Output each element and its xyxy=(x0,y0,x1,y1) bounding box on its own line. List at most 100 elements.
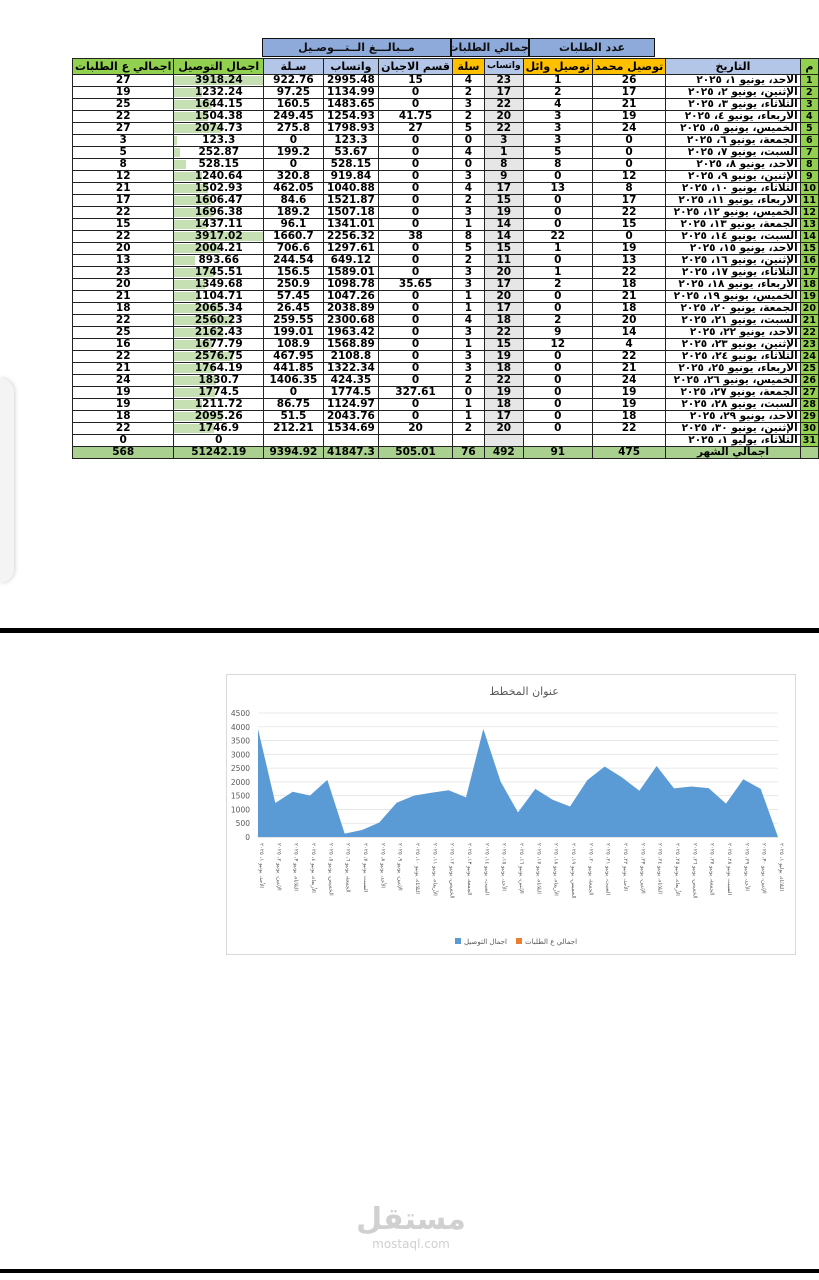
salla-amount-cell[interactable]: 244.54 xyxy=(263,254,324,267)
total-requests-cell[interactable]: 13 xyxy=(71,254,175,267)
tawsil-wael-cell[interactable]: 1 xyxy=(522,242,593,255)
algeban-cell[interactable]: 0 xyxy=(378,254,453,267)
date-cell[interactable]: الجمعة، يونيو ٦، ٢٠٢٥ xyxy=(665,134,801,147)
tawsil-mohamed-cell[interactable]: 0 xyxy=(591,158,667,171)
tawsil-wael-cell[interactable]: 0 xyxy=(522,422,593,435)
tawsil-mohamed-cell[interactable]: 21 xyxy=(591,290,667,303)
total-delivery-cell[interactable]: 3918.24 xyxy=(173,74,265,87)
whatsapp-amount-cell[interactable]: 1040.88 xyxy=(322,182,380,195)
whatsapp-amount-cell[interactable]: 1047.26 xyxy=(322,290,380,303)
algeban-cell[interactable]: 0 xyxy=(378,290,453,303)
tawsil-mohamed-cell[interactable]: 18 xyxy=(591,410,667,423)
whatsapp-amount-cell[interactable]: 919.84 xyxy=(322,170,380,183)
algeban-cell[interactable]: 38 xyxy=(378,230,453,243)
salla-count-cell[interactable]: 4 xyxy=(451,182,485,195)
algeban-cell[interactable]: 327.61 xyxy=(378,386,453,399)
salla-amount-cell[interactable]: 441.85 xyxy=(263,362,324,375)
tawsil-wael-cell[interactable]: 9 xyxy=(522,326,593,339)
tawsil-mohamed-cell[interactable]: 8 xyxy=(591,182,667,195)
row-number-cell[interactable]: 28 xyxy=(799,398,819,411)
salla-count-cell[interactable]: 3 xyxy=(451,170,485,183)
total-requests-cell[interactable]: 25 xyxy=(71,98,175,111)
whatsapp-count-cell[interactable]: 17 xyxy=(483,410,524,423)
algeban-cell[interactable]: 0 xyxy=(378,218,453,231)
algeban-cell[interactable]: 0 xyxy=(378,398,453,411)
tawsil-mohamed-cell[interactable]: 22 xyxy=(591,350,667,363)
algeban-cell[interactable]: 41.75 xyxy=(378,110,453,123)
whatsapp-amount-cell[interactable]: 1963.42 xyxy=(322,326,380,339)
total-delivery-cell[interactable]: 1764.19 xyxy=(173,362,265,375)
salla-amount-cell[interactable]: 199.01 xyxy=(263,326,324,339)
total-requests-cell[interactable]: 18 xyxy=(71,410,175,423)
row-number-cell[interactable]: 21 xyxy=(799,314,819,327)
total-requests-cell[interactable]: 19 xyxy=(71,86,175,99)
tawsil-wael-cell[interactable]: 2 xyxy=(522,278,593,291)
date-cell[interactable]: الإثنين، يونيو ١٦، ٢٠٢٥ xyxy=(665,254,801,267)
whatsapp-amount-cell[interactable] xyxy=(322,434,380,447)
salla-amount-cell[interactable]: 108.9 xyxy=(263,338,324,351)
total-delivery-cell[interactable]: 1240.64 xyxy=(173,170,265,183)
total-delivery-cell[interactable]: 2095.26 xyxy=(173,410,265,423)
salla-amount-cell[interactable] xyxy=(263,434,324,447)
salla-count-cell[interactable]: 3 xyxy=(451,350,485,363)
total-requests-cell[interactable]: 22 xyxy=(71,422,175,435)
total-delivery-cell[interactable]: 2074.73 xyxy=(173,122,265,135)
total-delivery-cell[interactable]: 1644.15 xyxy=(173,98,265,111)
tawsil-mohamed-cell[interactable]: 19 xyxy=(591,398,667,411)
tawsil-mohamed-cell[interactable]: 19 xyxy=(591,386,667,399)
date-cell[interactable]: الجمعة، يونيو ٢٠، ٢٠٢٥ xyxy=(665,302,801,315)
salla-count-cell[interactable]: 2 xyxy=(451,86,485,99)
whatsapp-count-cell[interactable]: 1 xyxy=(483,146,524,159)
salla-amount-cell[interactable]: 57.45 xyxy=(263,290,324,303)
date-cell[interactable]: السبت، يونيو ٢١، ٢٠٢٥ xyxy=(665,314,801,327)
date-cell[interactable]: الخميس، يونيو ٥، ٢٠٢٥ xyxy=(665,122,801,135)
row-number-cell[interactable]: 9 xyxy=(799,170,819,183)
salla-amount-cell[interactable]: 0 xyxy=(263,158,324,171)
algeban-cell[interactable]: 0 xyxy=(378,266,453,279)
total-requests-cell[interactable]: 17 xyxy=(71,194,175,207)
whatsapp-amount-cell[interactable]: 1483.65 xyxy=(322,98,380,111)
date-cell[interactable]: الخميس، يونيو ١٢، ٢٠٢٥ xyxy=(665,206,801,219)
total-delivery-cell[interactable]: 1349.68 xyxy=(173,278,265,291)
total-delivery-cell[interactable]: 1830.7 xyxy=(173,374,265,387)
algeban-cell[interactable]: 0 xyxy=(378,374,453,387)
whatsapp-amount-cell[interactable]: 1134.99 xyxy=(322,86,380,99)
salla-amount-cell[interactable]: 97.25 xyxy=(263,86,324,99)
whatsapp-count-cell[interactable]: 22 xyxy=(483,326,524,339)
salla-count-cell[interactable]: 3 xyxy=(451,206,485,219)
total-requests-cell[interactable]: 5 xyxy=(71,146,175,159)
tawsil-mohamed-cell[interactable]: 21 xyxy=(591,362,667,375)
tawsil-mohamed-cell[interactable]: 22 xyxy=(591,206,667,219)
row-number-cell[interactable]: 17 xyxy=(799,266,819,279)
date-cell[interactable]: السبت، يونيو ٢٨، ٢٠٢٥ xyxy=(665,398,801,411)
whatsapp-amount-cell[interactable]: 528.15 xyxy=(322,158,380,171)
tawsil-mohamed-cell[interactable]: 12 xyxy=(591,170,667,183)
date-cell[interactable]: الخميس، يونيو ٢٦، ٢٠٢٥ xyxy=(665,374,801,387)
total-delivery-cell[interactable]: 893.66 xyxy=(173,254,265,267)
total-delivery-cell[interactable]: 1745.51 xyxy=(173,266,265,279)
salla-amount-cell[interactable]: 1660.7 xyxy=(263,230,324,243)
date-cell[interactable]: السبت، يونيو ١٤، ٢٠٢٥ xyxy=(665,230,801,243)
tawsil-wael-cell[interactable]: 12 xyxy=(522,338,593,351)
whatsapp-amount-cell[interactable]: 2256.32 xyxy=(322,230,380,243)
salla-amount-cell[interactable]: 96.1 xyxy=(263,218,324,231)
salla-amount-cell[interactable]: 26.45 xyxy=(263,302,324,315)
total-requests-cell[interactable]: 3 xyxy=(71,134,175,147)
total-requests-cell[interactable]: 25 xyxy=(71,326,175,339)
salla-count-cell[interactable]: 2 xyxy=(451,110,485,123)
row-number-cell[interactable]: 31 xyxy=(799,434,819,447)
total-requests-cell[interactable]: 22 xyxy=(71,110,175,123)
total-requests-cell[interactable]: 21 xyxy=(71,182,175,195)
whatsapp-amount-cell[interactable]: 1798.93 xyxy=(322,122,380,135)
tawsil-mohamed-cell[interactable] xyxy=(591,434,667,447)
date-cell[interactable]: السبت، يونيو ٧، ٢٠٢٥ xyxy=(665,146,801,159)
row-number-cell[interactable]: 3 xyxy=(799,98,819,111)
algeban-cell[interactable]: 0 xyxy=(378,146,453,159)
total-requests-cell[interactable]: 19 xyxy=(71,398,175,411)
salla-count-cell[interactable]: 2 xyxy=(451,194,485,207)
algeban-cell[interactable]: 0 xyxy=(378,326,453,339)
salla-count-cell[interactable]: 0 xyxy=(451,386,485,399)
salla-amount-cell[interactable]: 1406.35 xyxy=(263,374,324,387)
salla-amount-cell[interactable]: 922.76 xyxy=(263,74,324,87)
total-requests-cell[interactable]: 20 xyxy=(71,278,175,291)
